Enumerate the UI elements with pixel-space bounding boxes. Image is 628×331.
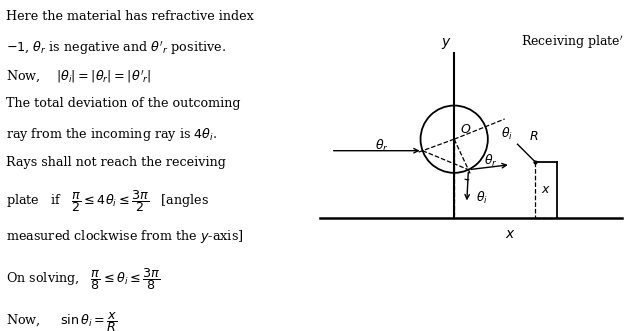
Text: $\theta_r$: $\theta_r$	[375, 138, 389, 154]
Text: $x$: $x$	[541, 183, 551, 196]
Text: measured clockwise from the $y$-axis]: measured clockwise from the $y$-axis]	[6, 228, 244, 245]
Text: $\theta_r$: $\theta_r$	[484, 153, 498, 169]
Text: Rays shall not reach the receiving: Rays shall not reach the receiving	[6, 156, 226, 168]
Text: $y$: $y$	[441, 36, 452, 51]
Text: Here the material has refractive index: Here the material has refractive index	[6, 10, 254, 23]
Text: Receiving plate$'$: Receiving plate$'$	[521, 33, 624, 51]
Text: The total deviation of the outcoming: The total deviation of the outcoming	[6, 97, 241, 110]
Text: On solving,   $\dfrac{\pi}{8}\leq\theta_i\leq\dfrac{3\pi}{8}$: On solving, $\dfrac{\pi}{8}\leq\theta_i\…	[6, 266, 161, 292]
Text: $-1$, $\theta_r$ is negative and $\theta'_r$ positive.: $-1$, $\theta_r$ is negative and $\theta…	[6, 39, 227, 57]
Text: $x$: $x$	[505, 227, 516, 241]
Text: ray from the incoming ray is $4\theta_i$.: ray from the incoming ray is $4\theta_i$…	[6, 126, 218, 143]
Text: $R$: $R$	[529, 130, 538, 143]
Text: Now,    $|\theta_i| = |\theta_r| = |\theta'_r|$: Now, $|\theta_i| = |\theta_r| = |\theta'…	[6, 68, 152, 85]
Text: $\theta_i$: $\theta_i$	[501, 126, 513, 142]
Text: plate   if   $\dfrac{\pi}{2}\leq4\theta_i\leq\dfrac{3\pi}{2}$   [angles: plate if $\dfrac{\pi}{2}\leq4\theta_i\le…	[6, 188, 210, 213]
Text: $\theta_i$: $\theta_i$	[476, 190, 489, 206]
Text: $O$: $O$	[460, 123, 471, 136]
Text: Now,     $\sin\theta_i=\dfrac{x}{R}$: Now, $\sin\theta_i=\dfrac{x}{R}$	[6, 310, 118, 331]
